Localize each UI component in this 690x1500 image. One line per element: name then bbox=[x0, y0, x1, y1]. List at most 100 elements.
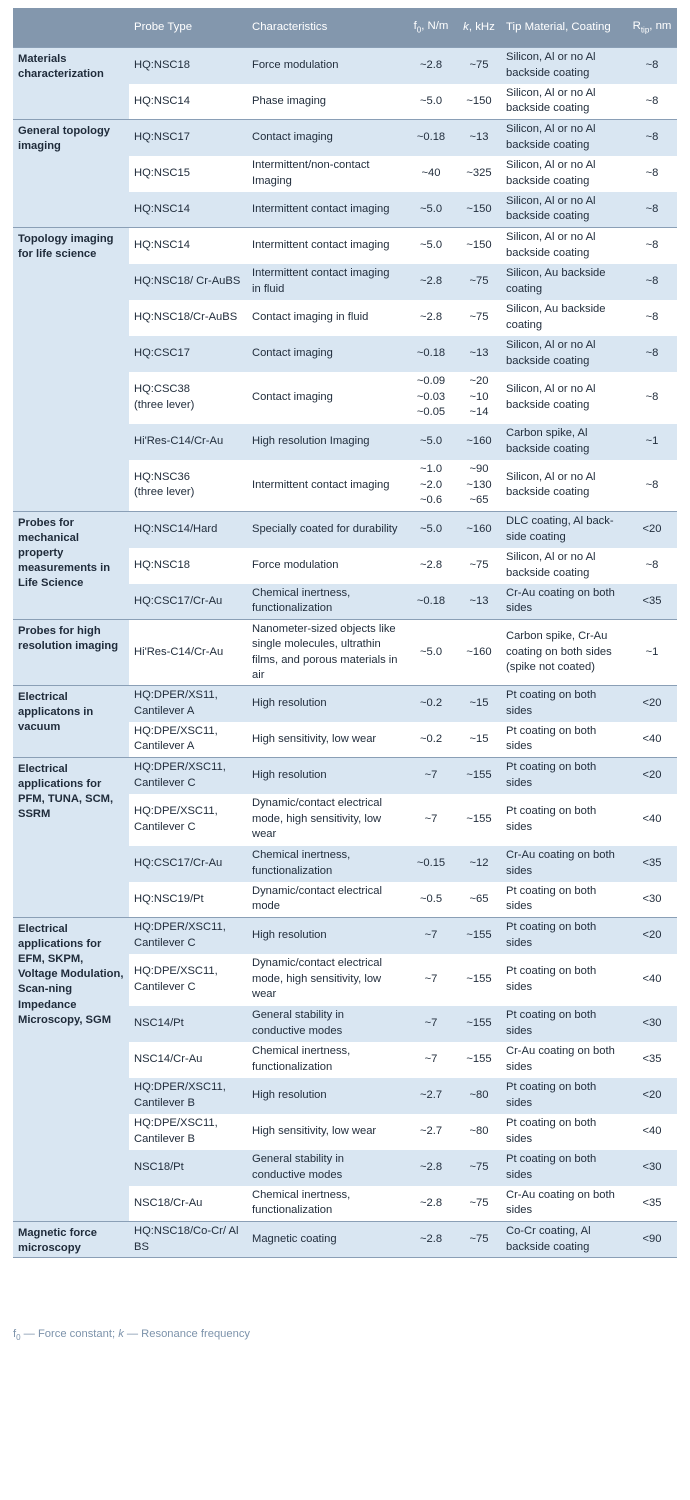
force-constant-cell: ~5.0 bbox=[405, 227, 457, 264]
tip-material-cell: Silicon, Al or no Al backside coating bbox=[501, 371, 627, 424]
resonance-frequency-cell: ~155 bbox=[457, 1005, 501, 1042]
application-group-cell: Topology imaging for life science bbox=[13, 227, 129, 512]
table-row: HQ:DPE/XSC11, Cantilever A High sensitivi… bbox=[13, 721, 677, 758]
header-force-constant: f0, N/m bbox=[405, 8, 457, 48]
footnote-f-subscript: 0 bbox=[16, 1333, 21, 1343]
table-row: Topology imaging for life science HQ:NSC1… bbox=[13, 227, 677, 512]
force-constant-cell: ~0.5 bbox=[405, 881, 457, 918]
tip-material-cell: Pt coating on both sides bbox=[501, 1005, 627, 1042]
tip-material-cell: Pt coating on both sides bbox=[501, 1077, 627, 1114]
table-row: Probes for high resolution imaging Hi'Res… bbox=[13, 619, 677, 686]
table-row: HQ:NSC18/ Cr-AuBS Intermittent contact im… bbox=[13, 263, 677, 300]
tip-material-cell: Silicon, Al or no Al backside coating bbox=[501, 191, 627, 228]
tip-material-cell: Pt coating on both sides bbox=[501, 917, 627, 954]
characteristics-cell: Specially coated for durability bbox=[247, 511, 405, 548]
table-row: HQ:NSC36 (three lever) Intermittent conta… bbox=[13, 459, 677, 512]
characteristics-cell: Chemical inertness, functionalization bbox=[247, 1041, 405, 1078]
force-constant-cell: ~7 bbox=[405, 757, 457, 794]
force-constant-cell: ~5.0 bbox=[405, 423, 457, 460]
application-group-cell: Materials characterization bbox=[13, 47, 129, 120]
tip-radius-cell: ~8 bbox=[627, 371, 677, 424]
probe-type-cell: HQ:NSC18/ Cr-AuBS bbox=[129, 263, 247, 300]
table-row: Magnetic force microscopy HQ:NSC18/Co-Cr/… bbox=[13, 1220, 677, 1258]
tip-material-cell: Pt coating on both sides bbox=[501, 1113, 627, 1150]
probe-type-cell: HQ:DPE/XSC11, Cantilever C bbox=[129, 953, 247, 1006]
tip-radius-cell: ~8 bbox=[627, 119, 677, 156]
characteristics-cell: High sensitivity, low wear bbox=[247, 1113, 405, 1150]
header-tip-radius: Rtip, nm bbox=[627, 8, 677, 48]
probe-type-cell: HQ:NSC36 (three lever) bbox=[129, 459, 247, 512]
force-constant-cell: ~0.09 ~0.03 ~0.05 bbox=[405, 371, 457, 424]
application-group-cell: Magnetic force microscopy bbox=[13, 1220, 129, 1258]
table-row: HQ:CSC17 Contact imaging ~0.18 ~13 Silicon, … bbox=[13, 335, 677, 372]
table-row: NSC18/Cr-Au Chemical inertness, functiona… bbox=[13, 1185, 677, 1222]
table-row: Electrical applications for PFM, TUNA, S… bbox=[13, 757, 677, 918]
probe-type-cell: HQ:NSC18 bbox=[129, 547, 247, 584]
probe-type-cell: HQ:DPER/XS11, Cantilever A bbox=[129, 685, 247, 722]
resonance-frequency-cell: ~75 bbox=[457, 299, 501, 336]
table-row: NSC14/Pt General stability in conductive … bbox=[13, 1005, 677, 1042]
table-row: HQ:NSC15 Intermittent/non-contact Imaging… bbox=[13, 155, 677, 192]
tip-material-cell: Cr-Au coating on both sides bbox=[501, 1185, 627, 1222]
tip-radius-cell: <30 bbox=[627, 881, 677, 918]
tip-radius-cell: ~8 bbox=[627, 227, 677, 264]
application-group-cell: General topology imaging bbox=[13, 119, 129, 228]
resonance-frequency-cell: ~155 bbox=[457, 793, 501, 846]
resonance-frequency-cell: ~75 bbox=[457, 47, 501, 84]
tip-material-cell: Silicon, Al or no Al backside coating bbox=[501, 83, 627, 120]
header-tip-material: Tip Material, Coating bbox=[501, 8, 627, 48]
tip-material-cell: Co-Cr coating, Al backside coating bbox=[501, 1220, 627, 1258]
probe-type-cell: NSC14/Pt bbox=[129, 1005, 247, 1042]
tip-radius-cell: <20 bbox=[627, 1077, 677, 1114]
resonance-frequency-cell: ~75 bbox=[457, 1149, 501, 1186]
force-constant-cell: ~5.0 bbox=[405, 191, 457, 228]
resonance-frequency-cell: ~75 bbox=[457, 547, 501, 584]
resonance-frequency-cell: ~13 bbox=[457, 335, 501, 372]
characteristics-cell: Intermittent contact imaging bbox=[247, 191, 405, 228]
table-row: Probes for mechanical property measureme… bbox=[13, 511, 677, 620]
characteristics-cell: High resolution Imaging bbox=[247, 423, 405, 460]
characteristics-cell: Intermittent/non-contact Imaging bbox=[247, 155, 405, 192]
probe-type-cell: HQ:NSC19/Pt bbox=[129, 881, 247, 918]
table-row: HQ:NSC14 Intermittent contact imaging ~5.0… bbox=[13, 191, 677, 228]
table-row: HQ:NSC18 Force modulation ~2.8 ~75 Silicon, … bbox=[13, 547, 677, 584]
resonance-frequency-cell: ~160 bbox=[457, 423, 501, 460]
tip-radius-cell: <20 bbox=[627, 757, 677, 794]
tip-material-cell: Pt coating on both sides bbox=[501, 721, 627, 758]
resonance-frequency-cell: ~150 bbox=[457, 191, 501, 228]
table-row: HQ:NSC18/Cr-AuBS Contact imaging in fluid… bbox=[13, 299, 677, 336]
tip-radius-cell: <40 bbox=[627, 1113, 677, 1150]
table-row: HQ:DPE/XSC11, Cantilever C Dynamic/contac… bbox=[13, 953, 677, 1006]
tip-radius-cell: <20 bbox=[627, 917, 677, 954]
tip-radius-cell: <35 bbox=[627, 845, 677, 882]
probe-type-cell: HQ:NSC14 bbox=[129, 191, 247, 228]
probe-type-cell: NSC18/Cr-Au bbox=[129, 1185, 247, 1222]
footnote-f-symbol: f bbox=[13, 1328, 17, 1340]
force-constant-cell: ~2.7 bbox=[405, 1113, 457, 1150]
characteristics-cell: Dynamic/contact electrical mode, high se… bbox=[247, 793, 405, 846]
table-row: HQ:CSC17/Cr-Au Chemical inertness, functi… bbox=[13, 845, 677, 882]
probe-type-cell: HQ:DPE/XSC11, Cantilever B bbox=[129, 1113, 247, 1150]
force-constant-cell: ~5.0 bbox=[405, 83, 457, 120]
header-f-subscript: 0 bbox=[416, 25, 422, 35]
resonance-frequency-cell: ~80 bbox=[457, 1077, 501, 1114]
resonance-frequency-cell: ~15 bbox=[457, 721, 501, 758]
tip-radius-cell: <35 bbox=[627, 1041, 677, 1078]
tip-radius-cell: ~8 bbox=[627, 191, 677, 228]
resonance-frequency-cell: ~75 bbox=[457, 263, 501, 300]
characteristics-cell: High sensitivity, low wear bbox=[247, 721, 405, 758]
header-k-symbol: k bbox=[463, 20, 469, 33]
tip-material-cell: Pt coating on both sides bbox=[501, 1149, 627, 1186]
resonance-frequency-cell: ~90 ~130 ~65 bbox=[457, 459, 501, 512]
characteristics-cell: Contact imaging in fluid bbox=[247, 299, 405, 336]
tip-material-cell: Silicon, Al or no Al backside coating bbox=[501, 47, 627, 84]
characteristics-cell: Force modulation bbox=[247, 547, 405, 584]
force-constant-cell: ~2.8 bbox=[405, 1185, 457, 1222]
force-constant-cell: ~7 bbox=[405, 1005, 457, 1042]
footnote-k-symbol: k bbox=[118, 1328, 124, 1340]
header-application bbox=[13, 8, 129, 48]
application-group-cell: Probes for mechanical property measureme… bbox=[13, 511, 129, 620]
force-constant-cell: ~0.2 bbox=[405, 685, 457, 722]
tip-material-cell: Cr-Au coating on both sides bbox=[501, 583, 627, 620]
force-constant-cell: ~0.15 bbox=[405, 845, 457, 882]
